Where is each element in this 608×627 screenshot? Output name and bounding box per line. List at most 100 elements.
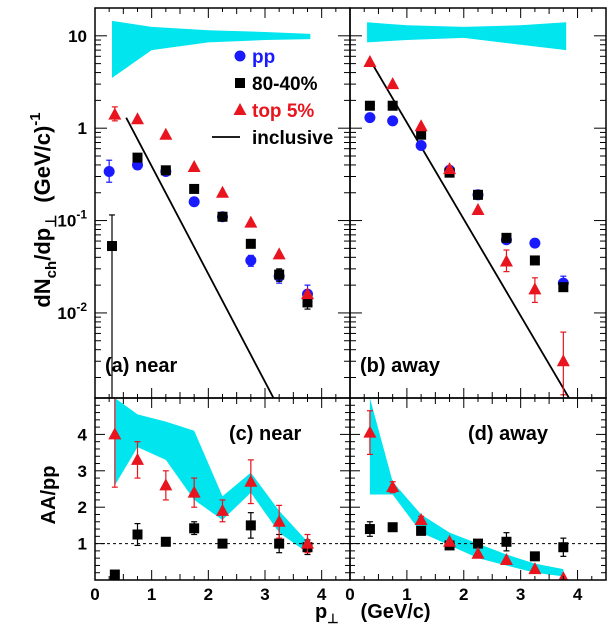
data-point-triangle [528, 282, 542, 295]
panel-a-near: 10 1 10-1 10-2 (a) near [57, 7, 351, 399]
x-tick-label: 1 [402, 585, 411, 604]
panel-label: (c) near [229, 423, 301, 445]
legend-triangle-icon [233, 103, 247, 115]
data-point-square [189, 523, 200, 534]
data-point-triangle [386, 480, 400, 493]
data-point-square [217, 538, 228, 549]
data-point-square [529, 551, 540, 562]
data-point-triangle [131, 452, 144, 465]
data-point-triangle [471, 203, 485, 216]
data-point-triangle [131, 112, 144, 125]
data-point-square [529, 255, 540, 266]
inclusive-line [369, 59, 570, 398]
legend-label: top 5% [252, 101, 314, 122]
legend-label: pp [252, 47, 275, 68]
data-point-triangle [414, 512, 428, 525]
data-point-square [274, 538, 285, 549]
x-axis-label: p⊥ (GeV/c) [315, 601, 431, 626]
legend: pp 80-40% top 5% inclusive [212, 47, 333, 149]
data-point-circle [387, 115, 399, 127]
systematic-band [112, 20, 311, 78]
data-point-circle [245, 254, 257, 266]
x-tick-label: 0 [345, 585, 354, 604]
x-tick-label: 1 [147, 585, 156, 604]
y-axis-label-top: dNch/dp⊥(GeV/c)-1 [27, 112, 60, 307]
panel-c-near-ratio: 0 1 2 3 4 1 2 3 4 (c) near [78, 397, 351, 604]
data-point-square [132, 152, 143, 163]
data-point-square [217, 211, 228, 222]
data-point-square [416, 129, 427, 140]
systematic-band [114, 398, 308, 553]
panel-label: (d) away [468, 423, 549, 445]
data-point-square [132, 529, 143, 540]
plot-area [95, 398, 350, 580]
data-point-square [501, 232, 512, 243]
data-point-circle [364, 112, 376, 124]
data-point-square [160, 536, 171, 547]
data-point-triangle [301, 536, 314, 549]
data-point-triangle [386, 77, 400, 90]
y-tick-label: 10 [68, 27, 87, 46]
data-point-square [473, 538, 483, 549]
data-point-triangle [363, 425, 377, 438]
data-point-square [245, 238, 256, 249]
data-point-triangle [558, 571, 569, 580]
plot-area [103, 20, 314, 398]
data-point-square [558, 282, 569, 293]
data-point-square [274, 269, 285, 280]
data-point-triangle [272, 247, 286, 260]
data-point-triangle [499, 254, 513, 267]
plot-area [363, 22, 570, 398]
legend-label: 80-40% [252, 74, 318, 95]
data-point-triangle [301, 287, 314, 300]
panel-label: (a) near [105, 355, 177, 377]
data-point-square [109, 569, 120, 580]
x-tick-label: 2 [204, 585, 213, 604]
data-point-square [558, 542, 569, 553]
data-point-triangle [216, 503, 229, 516]
data-point-square [501, 536, 512, 547]
data-point-square [364, 524, 375, 535]
systematic-band [369, 398, 564, 577]
y-tick-label: 10-1 [57, 208, 87, 231]
data-point-triangle [159, 478, 173, 491]
data-point-square [473, 189, 483, 200]
data-point-square [387, 522, 398, 533]
data-point-triangle [528, 562, 542, 575]
data-point-square [107, 241, 117, 252]
panel-label: (b) away [360, 355, 441, 377]
panel-d-away-ratio: 0 1 2 3 4 (d) away [345, 397, 607, 604]
data-point-square [302, 297, 313, 308]
data-point-triangle [272, 514, 286, 527]
data-point-square [416, 525, 427, 536]
legend-circle-icon [234, 50, 246, 62]
data-point-square [364, 100, 375, 111]
data-point-square [245, 520, 256, 531]
data-point-triangle [471, 546, 485, 559]
plot-area [350, 398, 606, 580]
x-tick-label: 3 [516, 585, 525, 604]
y-tick-label: 1 [78, 535, 87, 554]
data-point-triangle [108, 107, 122, 120]
x-tick-label: 4 [317, 585, 327, 604]
y-tick-label: 3 [78, 462, 87, 481]
data-point-triangle [187, 160, 201, 173]
data-point-triangle [443, 162, 457, 175]
data-point-square [189, 183, 200, 194]
data-point-triangle [414, 119, 428, 132]
data-point-triangle [244, 215, 258, 228]
data-point-triangle [244, 474, 258, 487]
data-point-triangle [443, 534, 457, 547]
inclusive-line [125, 117, 275, 398]
y-tick-label: 10-2 [57, 300, 87, 323]
x-tick-label: 0 [90, 585, 99, 604]
data-point-circle [415, 139, 427, 151]
y-tick-label: 1 [78, 119, 87, 138]
panel-b-away: (b) away [349, 7, 607, 399]
x-tick-label: 2 [459, 585, 468, 604]
data-point-circle [103, 165, 115, 177]
panel-frame [349, 7, 607, 399]
systematic-band [367, 22, 567, 51]
data-point-triangle [159, 127, 173, 140]
